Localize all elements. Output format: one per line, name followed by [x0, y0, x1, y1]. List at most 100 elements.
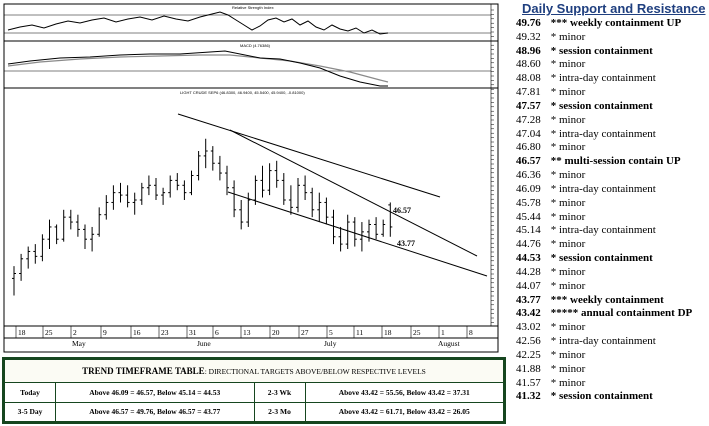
level-stars: *****	[548, 307, 581, 320]
macd-panel: MACD (4.76386)	[4, 43, 491, 87]
level-item: 41.57 * minor	[516, 377, 692, 391]
level-label: minor	[559, 210, 586, 223]
timeframe-targets: Above 46.09 = 46.57, Below 45.14 = 44.53	[55, 382, 255, 403]
level-stars: *	[548, 99, 559, 112]
level-stars: *	[548, 348, 559, 361]
x-tick-label: 18	[18, 328, 26, 337]
level-label: minor	[559, 30, 586, 43]
timeframe-label: 2-3 Wk	[253, 382, 306, 403]
x-tick-label: 20	[272, 328, 280, 337]
trend-row-3-5-day: 3-5 Day Above 46.57 = 49.76, Below 46.57…	[4, 401, 504, 422]
ohlc-bar	[288, 185, 293, 215]
level-item: 43.77 *** weekly containment	[516, 294, 692, 308]
price-scale	[491, 9, 494, 323]
level-item: 47.57 * session containment	[516, 100, 692, 114]
ohlc-bar	[118, 182, 123, 203]
ohlc-bar	[19, 253, 24, 281]
level-label: intra-day containment	[559, 72, 656, 85]
macd-title: MACD (4.76386)	[240, 43, 271, 48]
level-label: intra-day containment	[559, 335, 656, 348]
ohlc-bar	[232, 180, 237, 218]
ohlc-bar	[146, 175, 151, 196]
support-trendline	[227, 191, 488, 277]
ohlc-bar	[296, 177, 300, 213]
level-label: minor	[559, 376, 586, 389]
level-label: minor	[559, 113, 586, 126]
month-label-june: June	[197, 339, 211, 348]
level-stars: *	[548, 252, 559, 265]
x-tick-label: 13	[243, 328, 251, 337]
timeframe-targets: Above 46.57 = 49.76, Below 46.57 = 43.77	[55, 401, 255, 422]
month-label-july: July	[324, 339, 337, 348]
level-item: 41.88 * minor	[516, 363, 692, 377]
ohlc-bar	[303, 175, 308, 200]
level-value: 47.57	[516, 99, 541, 112]
ohlc-bar	[83, 224, 87, 249]
ohlc-bar	[75, 214, 80, 237]
level-stars: *	[548, 335, 559, 348]
timeframe-label: 2-3 Mo	[253, 401, 306, 422]
ohlc-bar	[210, 146, 215, 171]
x-tick-label: 5	[329, 328, 333, 337]
level-label: minor	[559, 58, 586, 71]
x-tick-label: 9	[103, 328, 107, 337]
level-stars: *	[548, 224, 559, 237]
level-value: 43.77	[516, 293, 541, 306]
level-stars: *	[548, 265, 559, 278]
level-value: 43.42	[516, 307, 541, 320]
ohlc-bar	[161, 187, 166, 205]
x-tick-label: 23	[161, 328, 169, 337]
x-tick-label: 2	[73, 328, 77, 337]
level-label: intra-day containment	[559, 127, 656, 140]
level-value: 46.09	[516, 182, 541, 195]
ohlc-bar	[182, 180, 187, 200]
level-item: 47.81 * minor	[516, 86, 692, 100]
level-value: 49.32	[516, 30, 541, 43]
level-item: 49.32 * minor	[516, 31, 692, 45]
level-value: 44.53	[516, 252, 541, 265]
ohlc-bar	[47, 219, 52, 249]
level-label: minor	[559, 86, 586, 99]
resistance-trendline	[177, 113, 441, 198]
level-item: 48.08 * intra-day containment	[516, 72, 692, 86]
level-item: 44.07 * minor	[516, 280, 692, 294]
level-item: 44.76 * minor	[516, 238, 692, 252]
level-label: intra-day containment	[559, 224, 656, 237]
ohlc-bar	[359, 222, 364, 252]
level-value: 46.80	[516, 141, 541, 154]
level-value: 41.88	[516, 362, 541, 375]
level-item: 48.96 * session containment	[516, 45, 692, 59]
ohlc-bar	[239, 200, 244, 230]
level-label: minor	[559, 169, 586, 182]
level-stars: ***	[548, 17, 570, 29]
level-item: 47.04 * intra-day containment	[516, 128, 692, 142]
ohlc-bar	[310, 187, 315, 218]
level-stars: *	[548, 86, 559, 99]
chart-frame	[3, 3, 499, 353]
level-value: 46.57	[516, 155, 541, 168]
level-item: 46.80 * minor	[516, 141, 692, 155]
ohlc-bar	[40, 234, 45, 262]
level-value: 41.57	[516, 376, 541, 389]
level-value: 44.76	[516, 238, 541, 251]
level-item: 46.36 * minor	[516, 169, 692, 183]
timeframe-label: Today	[4, 382, 56, 403]
level-label: minor	[559, 141, 586, 154]
level-stars: *	[548, 390, 559, 403]
level-value: 41.32	[516, 390, 541, 403]
level-stars: *	[548, 44, 559, 57]
level-item: 47.28 * minor	[516, 114, 692, 128]
macd-line	[7, 50, 388, 87]
level-item: 48.60 * minor	[516, 58, 692, 72]
level-item: 44.28 * minor	[516, 266, 692, 280]
level-value: 47.81	[516, 86, 541, 99]
level-label: minor	[559, 348, 586, 361]
level-stars: *	[548, 238, 559, 251]
level-stars: **	[548, 155, 565, 168]
ohlc-bar	[317, 192, 322, 223]
trend-row-today: Today Above 46.09 = 46.57, Below 45.14 =…	[4, 382, 504, 403]
level-stars: *	[548, 127, 559, 140]
support-resistance-panel: Daily Support and Resistance 49.76 *** w…	[512, 0, 709, 426]
trend-table-header: TREND TIMEFRAME TABLE: DIRECTIONAL TARGE…	[4, 359, 504, 383]
ohlc-bar	[260, 165, 265, 198]
